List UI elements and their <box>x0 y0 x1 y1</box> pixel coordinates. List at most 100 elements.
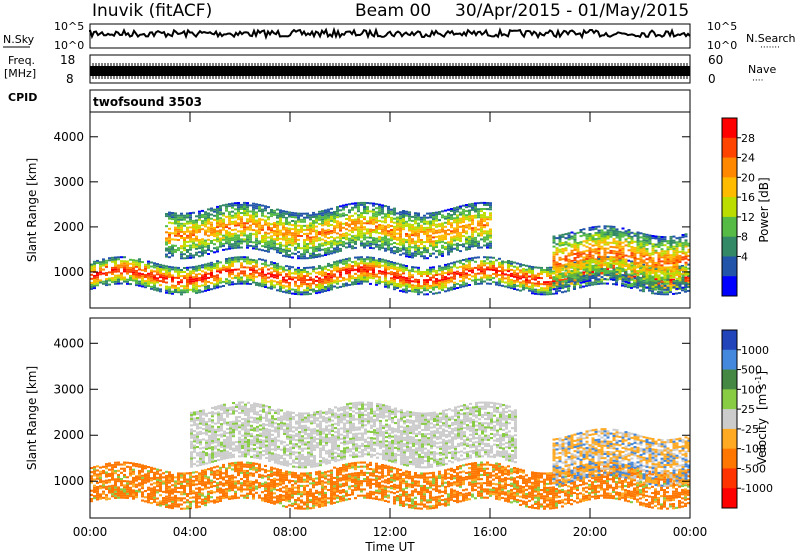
heatmap-cell <box>639 254 643 257</box>
heatmap-cell <box>624 276 628 279</box>
heatmap-cell <box>381 226 384 229</box>
heatmap-cell <box>465 248 468 251</box>
heatmap-cell <box>234 232 237 235</box>
heatmap-cell <box>219 281 222 284</box>
heatmap-cell <box>279 209 282 212</box>
heatmap-cell <box>579 277 583 280</box>
heatmap-cell <box>603 225 607 228</box>
heatmap-cell <box>585 257 589 260</box>
heatmap-cell <box>654 249 658 252</box>
heatmap-cell <box>519 289 522 292</box>
heatmap-cell <box>678 242 682 245</box>
colorbar-swatch <box>722 236 737 257</box>
heatmap-cell <box>330 246 333 249</box>
heatmap-cell <box>228 219 231 222</box>
heatmap-cell <box>474 266 477 269</box>
heatmap-cell <box>366 258 369 261</box>
heatmap-cell <box>372 218 375 221</box>
heatmap-cell <box>417 285 420 287</box>
heatmap-cell <box>120 272 123 275</box>
heatmap-cell <box>264 233 267 236</box>
heatmap-cell <box>147 264 150 267</box>
heatmap-cell <box>297 272 300 275</box>
heatmap-cell <box>279 233 282 236</box>
heatmap-cell <box>477 272 480 275</box>
heatmap-cell <box>618 259 621 262</box>
heatmap-cell <box>546 275 549 277</box>
heatmap-cell <box>339 221 342 224</box>
heatmap-cell <box>384 239 387 242</box>
heatmap-cell <box>642 253 646 256</box>
heatmap-cell <box>642 269 645 272</box>
heatmap-cell <box>180 216 183 219</box>
heatmap-cell <box>597 251 601 254</box>
heatmap-cell <box>207 248 210 251</box>
heatmap-cell <box>426 283 429 286</box>
heatmap-cell <box>231 261 234 263</box>
heatmap-cell <box>579 271 583 274</box>
heatmap-cell <box>384 205 387 208</box>
heatmap-cell <box>195 223 198 226</box>
heatmap-cell <box>660 236 664 238</box>
heatmap-cell <box>321 234 324 237</box>
heatmap-cell <box>273 224 276 226</box>
heatmap-cell <box>105 259 108 262</box>
heatmap-cell <box>165 225 168 228</box>
heatmap-cell <box>219 217 222 220</box>
heatmap-cell <box>687 248 691 251</box>
heatmap-cell <box>309 276 312 279</box>
heatmap-cell <box>483 226 486 229</box>
heatmap-cell <box>390 225 393 227</box>
heatmap-cell <box>438 281 441 284</box>
heatmap-cell <box>648 289 651 292</box>
heatmap-cell <box>318 247 321 250</box>
heatmap-cell <box>474 230 477 233</box>
heatmap-cell <box>228 221 231 224</box>
heatmap-cell <box>348 243 351 246</box>
heatmap-cell <box>441 224 444 227</box>
heatmap-cell <box>192 254 195 257</box>
heatmap-cell <box>372 229 375 231</box>
heatmap-cell <box>621 253 625 256</box>
heatmap-cell <box>399 279 402 282</box>
heatmap-cell <box>687 289 690 292</box>
heatmap-cell <box>630 248 634 251</box>
heatmap-cell <box>654 245 658 248</box>
heatmap-cell <box>222 268 225 271</box>
heatmap-cell <box>273 213 276 216</box>
heatmap-cell <box>594 227 598 230</box>
heatmap-cell <box>135 263 138 266</box>
heatmap-cell <box>414 286 417 289</box>
heatmap-cell <box>456 206 459 209</box>
heatmap-cell <box>306 236 309 239</box>
heatmap-cell <box>318 279 321 282</box>
heatmap-cell <box>342 241 345 243</box>
heatmap-cell <box>669 240 673 242</box>
heatmap-cell <box>375 273 378 276</box>
heatmap-cell <box>246 238 249 241</box>
heatmap-cell <box>285 285 288 288</box>
heatmap-cell <box>300 214 303 217</box>
heatmap-cell <box>573 275 577 278</box>
heatmap-cell <box>672 274 676 277</box>
heatmap-cell <box>192 288 195 291</box>
heatmap-cell <box>531 270 534 272</box>
heatmap-cell <box>510 275 513 277</box>
heatmap-cell <box>378 278 381 281</box>
heatmap-cell <box>585 276 589 279</box>
heatmap-cell <box>348 225 351 228</box>
heatmap-cell <box>687 263 690 266</box>
heatmap-cell <box>579 243 583 246</box>
heatmap-cell <box>348 223 351 226</box>
heatmap-cell <box>237 210 240 213</box>
heatmap-cell <box>432 288 435 291</box>
heatmap-cell <box>372 258 375 261</box>
heatmap-cell <box>405 289 408 292</box>
heatmap-cell <box>237 280 240 283</box>
heatmap-cell <box>654 268 657 271</box>
heatmap-cell <box>171 232 174 235</box>
heatmap-cell <box>240 270 243 273</box>
heatmap-cell <box>597 282 600 285</box>
heatmap-cell <box>369 262 372 265</box>
heatmap-cell <box>309 272 312 275</box>
